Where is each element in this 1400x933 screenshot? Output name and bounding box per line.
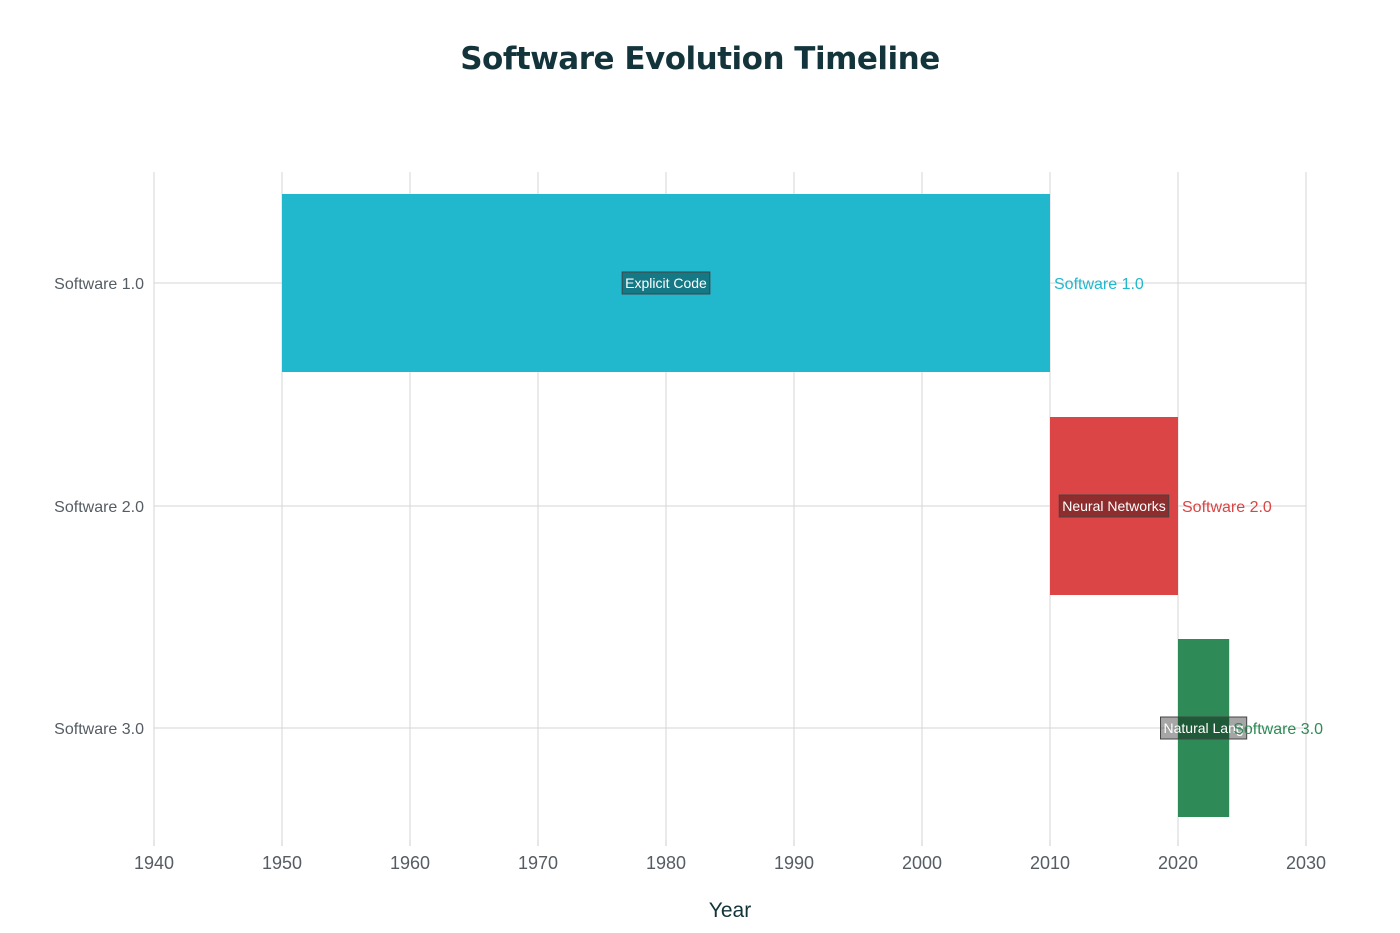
x-tick-label: 1980 xyxy=(646,853,686,873)
bar-label-box xyxy=(1160,716,1248,740)
bar-label-box xyxy=(1058,494,1170,518)
x-tick-label: 1970 xyxy=(518,853,558,873)
label-layer: Explicit Code Software 1.0 Neural Networks… xyxy=(621,271,1323,740)
x-tick-label: 2030 xyxy=(1286,853,1326,873)
bar-label-box xyxy=(621,271,711,295)
x-tick-label: 1960 xyxy=(390,853,430,873)
x-tick-label: 1940 xyxy=(134,853,174,873)
chart-title: Software Evolution Timeline xyxy=(460,41,940,77)
bar-3 xyxy=(1178,639,1230,817)
x-axis-label: Year xyxy=(709,899,751,922)
x-axis-ticks: 1940 1950 1960 1970 1980 1990 2000 2010 2020 2030 xyxy=(134,853,1326,873)
bar-end-label-1: Software 1.0 xyxy=(1054,276,1144,293)
bar-2 xyxy=(1050,417,1178,595)
bar-label-text: Natural Lang xyxy=(1164,720,1244,736)
x-tick-label: 1990 xyxy=(774,853,814,873)
bar-end-label-2: Software 2.0 xyxy=(1182,499,1272,516)
bar-label-3: Natural Lang xyxy=(1160,716,1248,740)
y-tick-label: Software 3.0 xyxy=(54,721,144,738)
y-axis-ticks: Software 1.0 Software 2.0 Software 3.0 xyxy=(54,276,144,738)
bar-label-text: Explicit Code xyxy=(625,275,707,291)
x-tick-label: 1950 xyxy=(262,853,302,873)
x-tick-label: 2010 xyxy=(1030,853,1070,873)
bar-layer xyxy=(282,194,1230,817)
bar-label-2: Neural Networks xyxy=(1058,494,1170,518)
y-tick-label: Software 1.0 xyxy=(54,276,144,293)
bar-label-text: Neural Networks xyxy=(1062,498,1165,514)
bar-1 xyxy=(282,194,1050,372)
y-tick-label: Software 2.0 xyxy=(54,499,144,516)
bar-end-label-3: Software 3.0 xyxy=(1233,721,1323,738)
bar-label-1: Explicit Code xyxy=(621,271,711,295)
x-tick-label: 2000 xyxy=(902,853,942,873)
x-tick-label: 2020 xyxy=(1158,853,1198,873)
